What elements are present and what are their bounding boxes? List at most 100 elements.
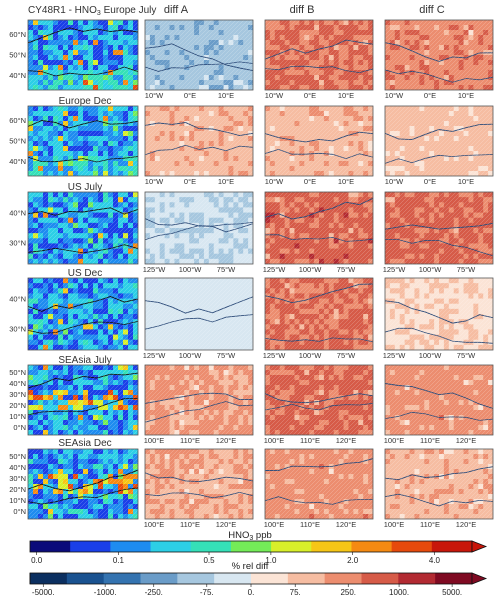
map-panel-r3-c3: 125°W 100°W 75°W [263,191,374,274]
lon-tick-label: 0°E [184,91,196,100]
colorbar-swatch [391,541,433,552]
lat-tick-label: 40°N [9,295,26,304]
map-panel-r5-c2: 100°E 110°E 120°E [144,364,254,445]
lon-tick-label: 120°E [336,520,357,529]
colorbar-swatch [324,573,362,584]
colorbar-swatch [361,573,399,584]
lon-tick-label: 110°E [180,520,200,529]
row-label-seasia-july: SEAsia July [58,355,111,366]
lon-tick-label: 110°E [300,436,320,445]
lat-tick-label: 40°N [9,209,26,218]
map-panel-r6-c1: 50°N 40°N 30°N 20°N 10°N 0°N [9,448,139,520]
colorbar-hno3-title: HNO3 ppb [228,530,272,542]
colorbar-tick-label: 4.0 [429,556,441,565]
lat-tick-label: 20°N [9,485,26,494]
lon-tick-label: 10°W [385,91,404,100]
map-panel-r4-c3: 125°W 100°W 75°W [263,277,374,360]
colorbar-swatch [190,541,232,552]
lon-tick-label: 10°E [458,177,474,186]
colorbar-tick-label: -75. [200,588,214,597]
colorbar-swatch [431,541,473,552]
lon-tick-label: 100°E [384,520,405,529]
colorbar-swatch [140,573,178,584]
map-panel-r2-c3: 10°W 0°E 10°E [264,105,374,186]
column-header-1: diff A [164,4,189,16]
colorbar-tick-label: 0.5 [203,556,215,565]
lon-tick-label: 0°E [304,177,316,186]
colorbar-extend-arrow [471,540,488,553]
colorbar-swatch [177,573,215,584]
colorbar-hno3: 0.0 0.1 0.5 1.0 2.0 4.0 [29,540,488,565]
lon-tick-label: 10°E [338,177,354,186]
lat-tick-label: 40°N [9,379,26,388]
lon-tick-label: 75°W [217,351,236,360]
lon-tick-label: 0°E [424,91,436,100]
lat-tick-label: 30°N [9,474,26,483]
colorbar-swatch [311,541,352,552]
lon-tick-label: 120°E [336,436,357,445]
map-panel-r4-c2: 125°W 100°W 75°W [143,277,254,360]
lon-tick-label: 100°W [419,351,443,360]
lat-tick-label: 40°N [9,71,26,80]
colorbar-reldiff: -5000. -1000. -250. -75. 0. 75. 250. 1000. 5000. [29,572,488,597]
lon-tick-label: 100°W [179,265,203,274]
lat-tick-label: 30°N [9,325,26,334]
lon-tick-label: 75°W [457,265,476,274]
lon-tick-label: 100°E [384,436,405,445]
lon-tick-label: 110°E [420,436,440,445]
lon-tick-label: 110°E [180,436,200,445]
lat-tick-label: 30°N [9,390,26,399]
map-panel-r3-c4: 125°W 100°W 75°W [383,191,494,274]
figure-title: CY48R1 - HNO3 Europe July [28,5,156,17]
lon-tick-label: 10°E [338,91,354,100]
map-panel-r1-c3: 10°W 0°E 10°E [264,19,374,100]
colorbar-extend-arrow [471,572,488,585]
colorbar-swatch [214,573,252,584]
lon-tick-label: 10°W [145,177,164,186]
row-label-seasia-dec: SEAsia Dec [58,438,111,449]
map-panel-r6-c2: 100°E 110°E 120°E [144,448,254,529]
colorbar-tick-label: 0.0 [31,556,43,565]
map-panel-r6-c3: 100°E 110°E 120°E [264,448,374,529]
lon-tick-label: 75°W [337,351,356,360]
lon-tick-label: 100°E [264,520,285,529]
map-panel-r1-c2: 10°W 0°E 10°E [144,19,254,100]
colorbar-tick-label: 0.1 [113,556,125,565]
colorbar-tick-label: 5000. [442,588,462,597]
colorbar-tick-label: 1.0 [265,556,277,565]
lon-tick-label: 100°W [299,265,323,274]
lon-tick-label: 110°E [420,520,440,529]
lon-tick-label: 120°E [456,436,477,445]
lon-tick-label: 125°W [143,351,167,360]
map-panel-r1-c1: 60°N 50°N 40°N [9,19,139,91]
map-panel-r5-c4: 100°E 110°E 120°E [384,364,494,445]
lat-tick-label: 60°N [9,116,26,125]
colorbar-swatch [271,541,312,552]
map-panel-r2-c1: 60°N 50°N 40°N [9,105,139,177]
lon-tick-label: 100°E [144,436,165,445]
lon-tick-label: 10°W [265,177,284,186]
map-panel-r4-c1: 40°N 30°N [9,277,139,351]
lon-tick-label: 75°W [457,351,476,360]
lon-tick-label: 120°E [456,520,477,529]
lon-tick-label: 125°W [263,351,287,360]
lon-tick-label: 10°W [265,91,284,100]
colorbar-swatch [287,573,326,584]
map-panel-r4-c4: 125°W 100°W 75°W [383,277,494,360]
row-label-us-july: US July [68,182,102,193]
lon-tick-label: 110°E [300,520,320,529]
lon-tick-label: 75°W [217,265,236,274]
colorbar-swatch [398,573,436,584]
colorbar-swatch [70,541,111,552]
lon-tick-label: 100°W [419,265,443,274]
lon-tick-label: 125°W [383,265,407,274]
lat-tick-label: 40°N [9,463,26,472]
lon-tick-label: 0°E [184,177,196,186]
map-panel-r3-c1: 40°N 30°N [9,191,139,265]
map-panel-r1-c4: 10°W 0°E 10°E [384,19,494,100]
map-panel-r5-c1: 50°N 40°N 30°N 20°N 10°N 0°N [9,364,139,436]
lat-tick-label: 60°N [9,30,26,39]
colorbar-tick-label: 0. [248,588,255,597]
colorbar-tick-label: -5000. [32,588,55,597]
